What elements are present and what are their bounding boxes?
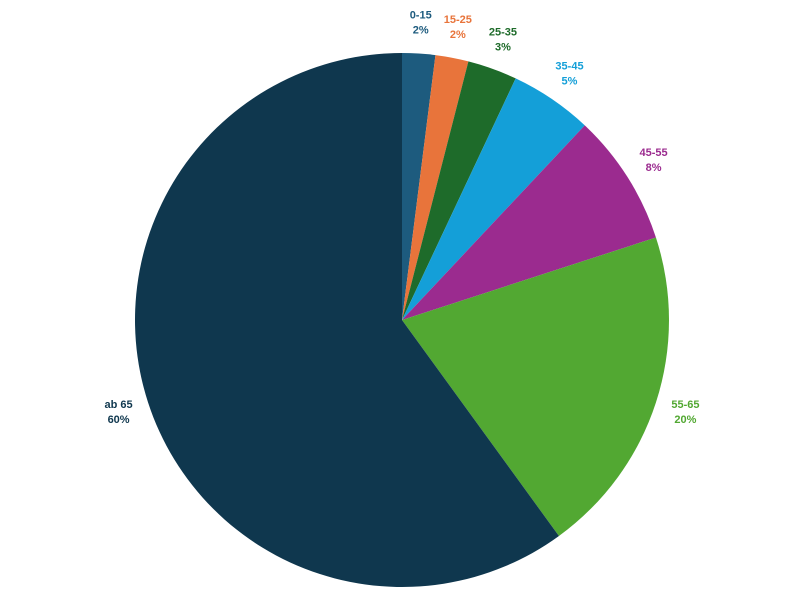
slice-label: 45-55 xyxy=(640,147,668,159)
slice-label: 25-35 xyxy=(489,27,517,39)
pie-slice xyxy=(402,78,585,320)
slice-label: 55-65 xyxy=(671,399,699,411)
pie-slice xyxy=(402,55,469,320)
slice-label: 0-15 xyxy=(410,9,432,21)
value-label: 8% xyxy=(646,162,662,174)
value-label: 5% xyxy=(562,75,578,87)
slice-label: ab 65 xyxy=(105,399,133,411)
value-label: 20% xyxy=(674,414,696,426)
pie-slice xyxy=(402,125,656,320)
pie-slice xyxy=(402,53,436,320)
pie-slice xyxy=(402,237,669,537)
slice-label: 15-25 xyxy=(444,14,472,26)
slice-label: 35-45 xyxy=(555,60,583,72)
value-label: 2% xyxy=(450,29,466,41)
value-label: 2% xyxy=(413,24,429,36)
pie-slice xyxy=(135,53,559,587)
value-label: 3% xyxy=(495,42,511,54)
value-label: 60% xyxy=(108,414,130,426)
pie-slice xyxy=(402,61,516,320)
